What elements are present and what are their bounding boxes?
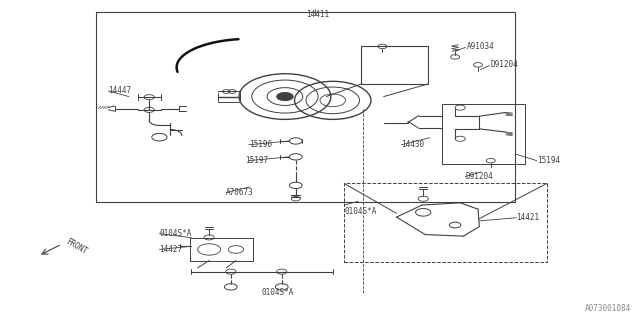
Text: 14411: 14411 [306, 10, 329, 19]
Text: A70673: A70673 [227, 188, 254, 197]
Text: D91204: D91204 [465, 172, 493, 181]
Text: A91034: A91034 [467, 42, 494, 51]
Text: 0104S*A: 0104S*A [261, 288, 294, 297]
Text: 15194: 15194 [537, 156, 560, 165]
Bar [96, 12, 515, 202]
Text: FRONT: FRONT [64, 236, 88, 256]
Circle shape [276, 92, 293, 101]
Text: 14427: 14427 [159, 245, 182, 254]
Text: 15197: 15197 [246, 156, 269, 165]
Text: 0104S*A: 0104S*A [344, 207, 376, 216]
Bar [442, 104, 525, 164]
Text: 15196: 15196 [248, 140, 272, 149]
Text: 0104S*A: 0104S*A [159, 229, 192, 238]
Bar [344, 183, 547, 262]
Bar [362, 46, 428, 84]
Text: 14421: 14421 [516, 213, 540, 222]
Text: 14430: 14430 [401, 140, 425, 149]
Text: 14447: 14447 [108, 86, 132, 95]
Text: D91204: D91204 [491, 60, 518, 69]
Text: A073001084: A073001084 [585, 304, 631, 313]
